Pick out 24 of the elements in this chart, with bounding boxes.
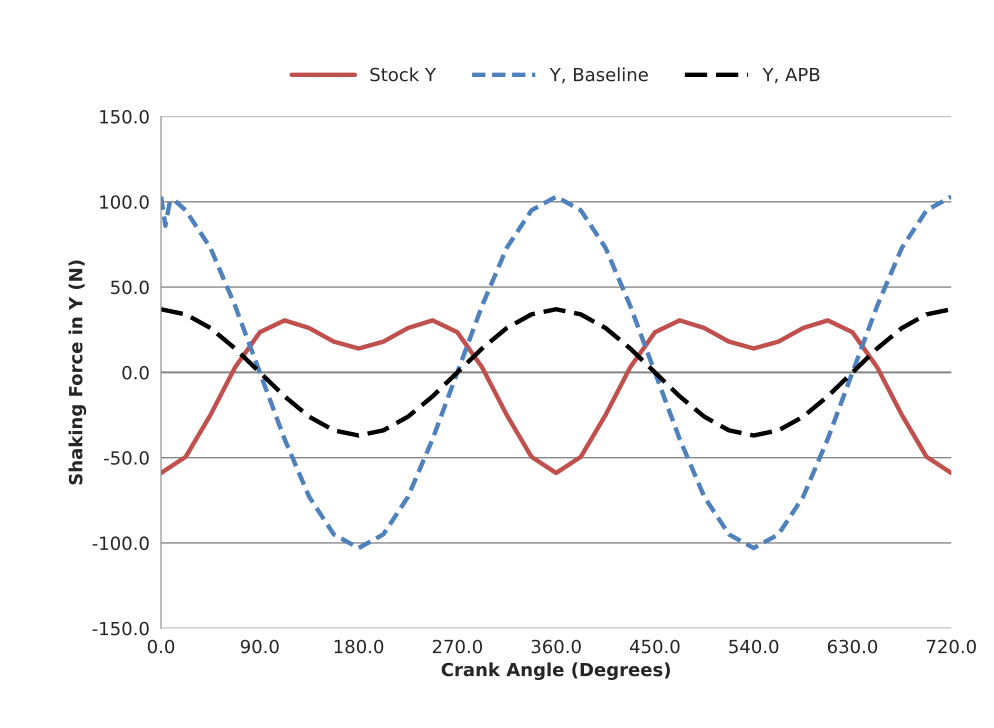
y-tick-label: 100.0 [100,195,149,209]
legend-label: Y, Baseline [550,67,648,84]
line-series [161,194,952,550]
x-tick-label: 180.0 [334,640,384,654]
x-axis-title: Crank Angle (Degrees) [442,662,670,680]
x-tick-label: 360.0 [532,640,581,654]
x-tick-label: 270.0 [432,640,482,654]
x-tick-label: 450.0 [630,640,680,654]
y-tick-label: -150.0 [92,622,149,636]
x-tick-label: 0.0 [148,640,174,654]
x-tick-label: 630.0 [828,640,878,654]
y-tick-label: -100.0 [92,536,149,550]
y-axis-title: Shaking Force in Y (N) [68,260,86,484]
x-tick-label: 720.0 [926,640,976,654]
line-series [161,307,952,438]
legend-label: Y, APB [762,68,820,84]
y-tick-label: -50.0 [104,451,149,465]
x-tick-label: 90.0 [240,640,279,654]
x-tick-label: 540.0 [729,640,778,654]
legend-label: Stock Y [370,67,436,82]
y-tick-label: 0.0 [122,366,149,380]
y-tick-label: 50.0 [111,280,149,294]
y-tick-label: 150.0 [100,110,149,124]
line-series [161,318,952,476]
